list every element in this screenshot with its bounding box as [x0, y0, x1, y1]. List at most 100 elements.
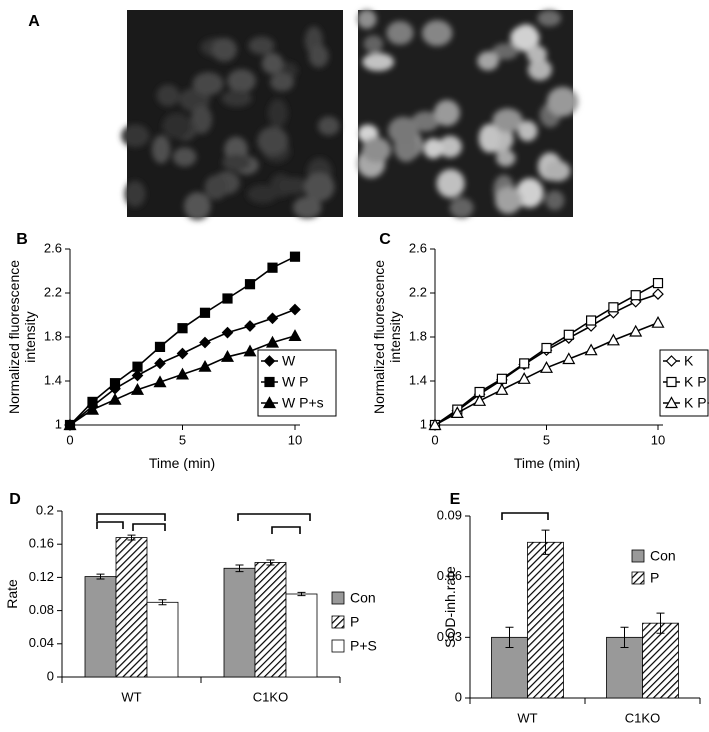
- marker: [541, 342, 552, 354]
- y-tick-label: 1.8: [44, 328, 62, 343]
- marker: [450, 406, 464, 418]
- cell: [496, 149, 516, 167]
- marker: [109, 378, 121, 389]
- error-bar: [505, 626, 514, 648]
- marker: [244, 320, 256, 332]
- marker: [177, 323, 188, 334]
- cell: [438, 135, 462, 158]
- cell: [204, 175, 228, 200]
- marker: [175, 367, 190, 380]
- marker: [608, 302, 619, 313]
- significance-bracket: [237, 513, 311, 521]
- cell: [192, 72, 224, 96]
- series-line: [434, 321, 659, 426]
- marker: [665, 355, 678, 367]
- bar: [642, 622, 679, 699]
- cell: [527, 58, 552, 81]
- legend-label: Con: [350, 590, 376, 606]
- bar: [146, 601, 179, 678]
- cell: [121, 124, 150, 148]
- legend-swatch: [631, 571, 645, 585]
- marker: [651, 315, 665, 328]
- error-bar: [620, 626, 629, 648]
- x-tick-label: C1KO: [253, 689, 288, 704]
- cell: [124, 180, 146, 207]
- marker: [563, 329, 574, 340]
- y-tick-label: 1: [420, 416, 427, 431]
- cell: [495, 186, 522, 214]
- marker: [220, 350, 235, 362]
- cell: [449, 197, 474, 219]
- y-tick-label: 0: [47, 668, 54, 683]
- y-tick-label: 0.09: [437, 507, 462, 522]
- cell: [357, 9, 377, 29]
- y-tick-label: 1.4: [409, 372, 427, 387]
- error-bar: [158, 599, 167, 606]
- cell: [172, 147, 197, 167]
- marker: [85, 402, 100, 415]
- cell: [151, 135, 171, 164]
- marker: [264, 376, 275, 388]
- cell: [386, 21, 414, 45]
- marker: [221, 326, 234, 339]
- marker: [130, 383, 145, 395]
- cell: [257, 126, 289, 156]
- x-tick-label: 10: [288, 432, 302, 447]
- cell: [436, 169, 465, 198]
- error-bar: [656, 612, 665, 634]
- x-tick-label: C1KO: [625, 710, 660, 725]
- marker: [198, 359, 212, 372]
- legend-label: W P: [282, 374, 308, 390]
- y-tick-label: 2.6: [44, 240, 62, 255]
- y-tick-label: 0.08: [29, 602, 54, 617]
- x-tick-label: 0: [66, 432, 73, 447]
- bar: [223, 567, 256, 678]
- cell: [317, 116, 340, 136]
- marker: [243, 344, 257, 357]
- significance-bracket: [501, 512, 549, 520]
- error-bar: [235, 564, 244, 573]
- cell: [221, 90, 253, 107]
- x-tick-label: WT: [121, 689, 141, 704]
- cell: [227, 69, 256, 93]
- y-tick-label: 2.2: [44, 284, 62, 299]
- y-axis-label: Normalized fluorescence intensity: [371, 259, 403, 415]
- x-axis-label: Time (min): [513, 455, 581, 471]
- error-bar: [297, 591, 306, 597]
- marker: [562, 352, 576, 365]
- y-tick-label: 0.12: [29, 569, 54, 584]
- y-tick-label: 0.06: [437, 568, 462, 583]
- bar: [527, 541, 564, 699]
- marker: [199, 336, 211, 349]
- bar: [285, 593, 318, 678]
- y-tick-label: 1.4: [44, 372, 62, 387]
- y-tick-label: 0.2: [36, 502, 54, 517]
- cell: [211, 37, 237, 62]
- x-tick-label: WT: [517, 710, 537, 725]
- marker: [630, 290, 641, 301]
- marker: [262, 396, 277, 409]
- legend-label: W: [282, 353, 296, 369]
- marker: [473, 394, 487, 406]
- marker: [652, 278, 664, 289]
- cell: [222, 154, 251, 171]
- y-axis-label: Rate: [4, 579, 20, 609]
- marker: [222, 293, 233, 304]
- marker: [629, 324, 643, 337]
- series-line: [434, 293, 659, 426]
- cell: [544, 160, 571, 182]
- cell: [268, 98, 288, 128]
- y-tick-label: 0.16: [29, 536, 54, 551]
- significance-bracket: [271, 526, 301, 534]
- cell: [477, 51, 499, 71]
- error-bar: [266, 559, 275, 566]
- cell: [423, 138, 444, 159]
- cell: [363, 35, 384, 53]
- error-bar: [96, 573, 105, 580]
- marker: [176, 347, 189, 360]
- marker: [289, 251, 301, 262]
- marker: [664, 396, 679, 409]
- legend-label: K P: [684, 374, 707, 390]
- panel-label: C: [379, 231, 391, 248]
